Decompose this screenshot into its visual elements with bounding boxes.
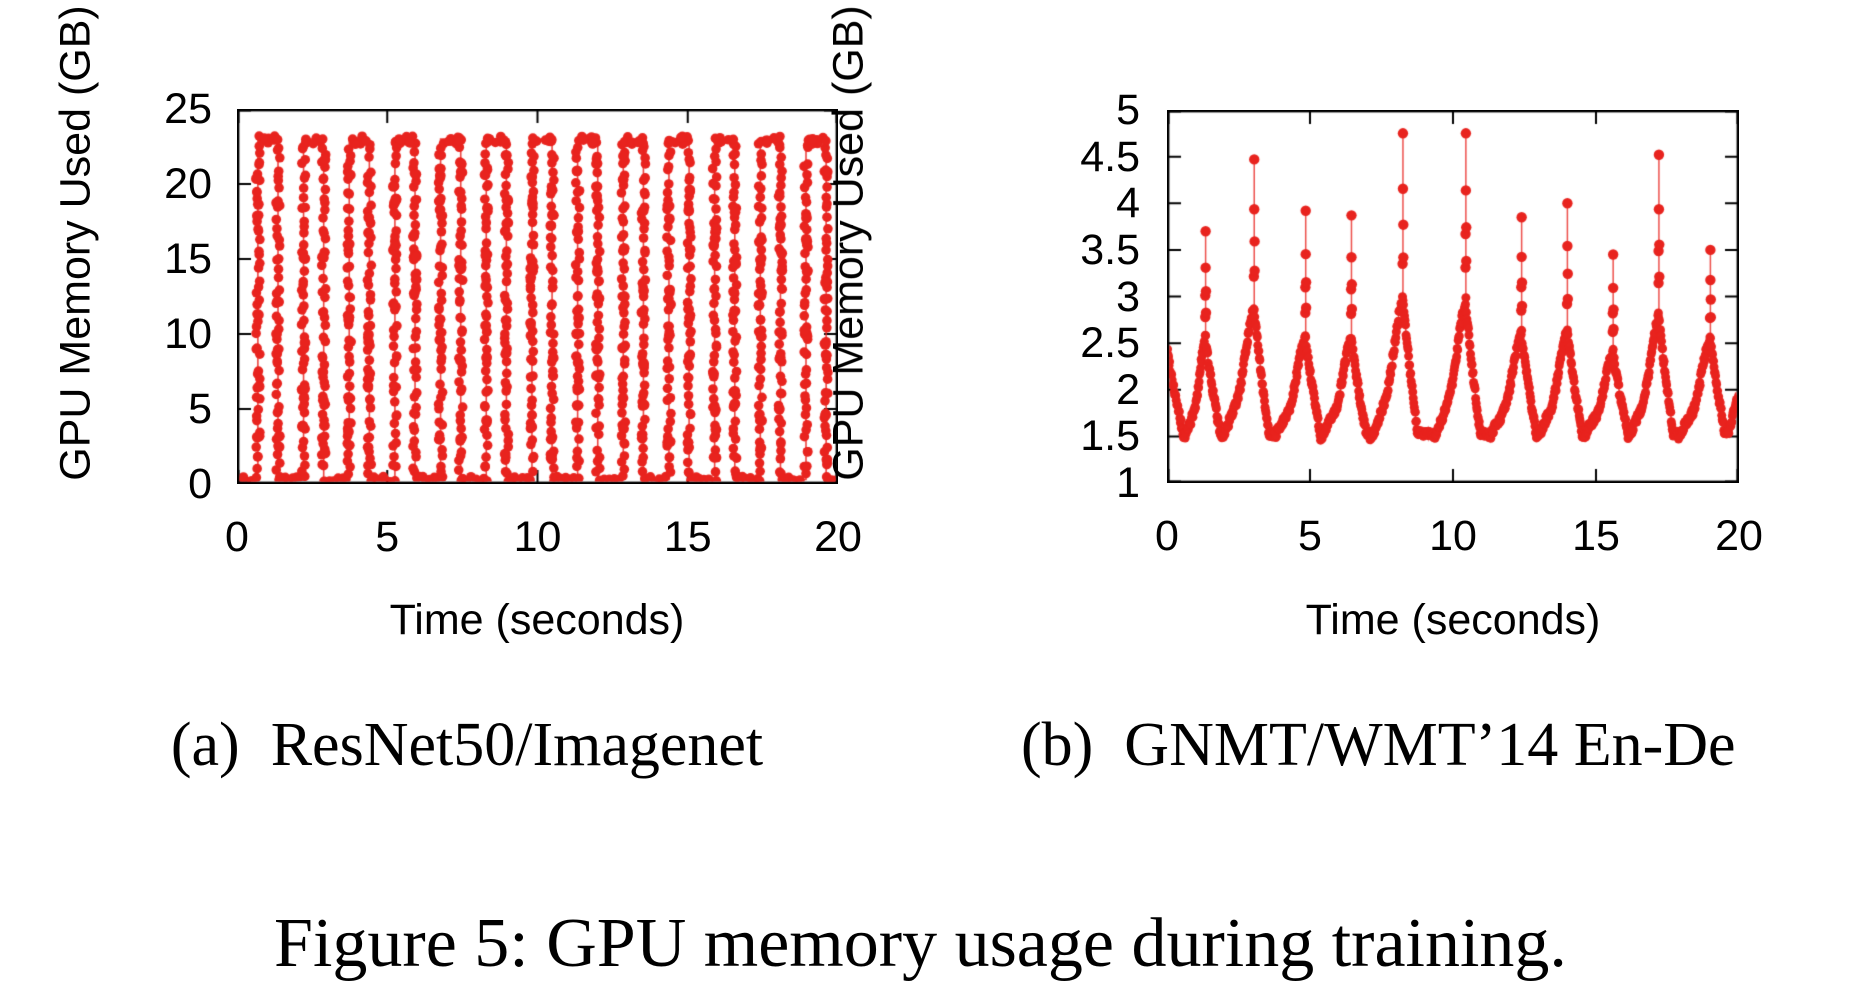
x-tick-label: 0 [225,513,249,561]
y-axis-label-b-text: GPU Memory Used (GB) [824,5,873,481]
x-tick-label: 10 [513,513,562,561]
x-tick-label: 10 [1429,512,1477,560]
y-tick-label: 10 [164,310,212,358]
subcaption-b: (b) GNMT/WMT’14 En-De [1021,711,1736,779]
x-tick-label: 15 [663,513,712,561]
y-tick-label: 3 [1116,272,1140,321]
y-tick-label: 0 [188,460,212,508]
y-tick-label: 15 [164,235,212,283]
x-tick-label: 0 [1155,512,1179,560]
x-axis-label-a: Time (seconds) [389,596,685,644]
y-tick-label: 4.5 [1080,132,1140,181]
x-tick-label: 15 [1572,512,1620,560]
y-tick-label: 20 [164,160,212,208]
y-tick-label: 3.5 [1080,225,1140,274]
x-tick-label: 5 [1298,512,1322,560]
y-tick-label: 5 [188,385,212,433]
x-tick-label: 5 [375,513,400,561]
y-tick-label: 25 [164,85,212,133]
y-tick-label: 4 [1116,179,1140,228]
y-tick-label: 2.5 [1080,319,1140,368]
x-tick-label: 20 [814,513,862,561]
y-tick-label: 5 [1116,86,1140,134]
figure-caption: Figure 5: GPU memory usage during traini… [274,905,1567,982]
chart-canvas-a [237,109,838,484]
x-tick-label: 20 [1715,512,1763,560]
y-tick-label: 1 [1116,459,1140,507]
x-axis-label-b: Time (seconds) [1305,596,1601,644]
y-tick-label: 1.5 [1080,412,1140,461]
subcaption-a: (a) ResNet50/Imagenet [170,711,764,779]
chart-canvas-b [1167,110,1739,483]
y-tick-label: 2 [1116,365,1140,414]
